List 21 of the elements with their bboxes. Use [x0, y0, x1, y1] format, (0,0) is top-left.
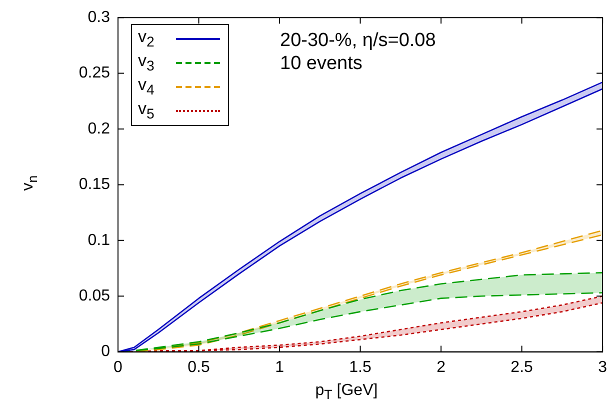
y-tick-label: 0.2: [88, 120, 110, 138]
x-tick-label: 2: [436, 358, 446, 376]
x-tick-label: 1.5: [349, 358, 372, 376]
y-tick-label: 0.15: [78, 176, 110, 194]
y-tick-label: 0: [101, 343, 110, 360]
legend-label: v$_{3}$: [138, 50, 156, 74]
x-axis-title: p$_{T}$ [GeV]: [315, 382, 378, 402]
y-tick-label: 0.25: [78, 64, 110, 82]
x-tick-label: 0.5: [188, 358, 210, 376]
x-tick-label: 0: [114, 358, 123, 376]
y-tick-label: 0.3: [88, 9, 110, 26]
y-tick-label: 0.1: [88, 232, 110, 249]
legend-label: v$_{4}$: [138, 74, 156, 98]
annotation: 20-30-%, η/s=0.08: [280, 30, 436, 52]
x-tick-label: 2.5: [510, 358, 534, 376]
legend-label: v$_{5}$: [138, 98, 156, 122]
y-tick-label: 0.05: [78, 288, 110, 305]
annotation: 10 events: [280, 52, 362, 75]
x-tick-label: 3: [598, 358, 608, 376]
x-tick-label: 1: [275, 358, 284, 376]
legend-label: v$_{2}$: [138, 26, 156, 50]
